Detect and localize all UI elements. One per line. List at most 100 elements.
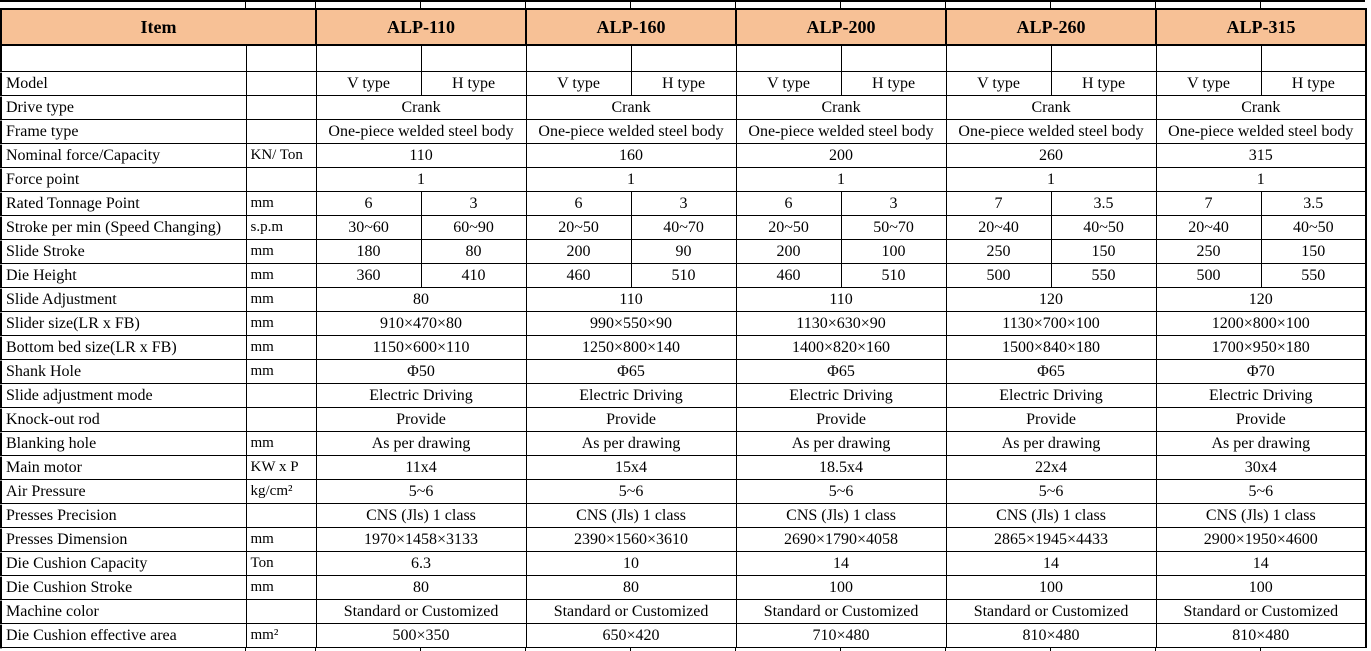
table-row: Rated Tonnage Point mm 6 3 6 3 6 3 7 3.5 7 3.5 [0,191,1367,216]
cell-value: Standard or Customized [525,599,737,624]
row-label: Drive type [0,95,247,120]
grid-tick-bottom [735,648,736,651]
row-gridline-mark [0,624,2,625]
table-row: Slide adjustment mode Electric Driving Ele… [0,383,1367,408]
cell-value: H type [1260,71,1367,96]
row-gridline-mark [0,264,2,265]
row-gridline-mark [0,96,2,97]
cell-value: 3.5 [1050,191,1157,216]
cell-value: One-piece welded steel body [1155,119,1367,144]
table-row: Shank Hole mm Φ50 Φ65 Φ65 Φ65 Φ70 [0,359,1367,384]
cell-value: V type [1155,71,1262,96]
cell-value: 100 [735,575,947,600]
empty-cell [245,44,317,72]
cell-value: 10 [525,551,737,576]
row-unit: mm² [245,623,317,648]
grid-tick-bottom [840,648,841,651]
row-gridline-mark [0,384,2,385]
cell-value: Standard or Customized [945,599,1157,624]
cell-value: 6 [735,191,842,216]
cell-value: 110 [525,287,737,312]
cell-value: 460 [735,263,842,288]
cell-value: 1970×1458×3133 [315,527,527,552]
table-row: Knock-out rod Provide Provide Provide Provid… [0,407,1367,432]
table-row: Machine color Standard or Customized Stand… [0,599,1367,624]
table-row: Slider size(LR x FB) mm 910×470×80 990×550×… [0,311,1367,336]
row-unit: Ton [245,551,317,576]
cell-value: Provide [735,407,947,432]
cell-value: CNS (Jls) 1 class [315,503,527,528]
table-row: Model V type H type V type H type V type H typ… [0,71,1367,96]
cell-value: As per drawing [315,431,527,456]
grid-tick-top [245,2,246,8]
empty-cell [0,44,247,72]
cell-value: 150 [1050,239,1157,264]
cell-value: V type [735,71,842,96]
table-row: Die Cushion Capacity Ton 6.3 10 14 14 14 [0,551,1367,576]
cell-value: 1400×820×160 [735,335,947,360]
row-unit: mm [245,191,317,216]
row-gridline-mark [0,120,2,121]
cell-value: 22x4 [945,455,1157,480]
cell-value: Φ50 [315,359,527,384]
cell-value: Electric Driving [945,383,1157,408]
cell-value: 200 [735,143,947,168]
row-unit: mm [245,431,317,456]
cell-value: 1150×600×110 [315,335,527,360]
cell-value: 14 [735,551,947,576]
grid-tick-bottom [315,648,316,651]
cell-value: 1250×800×140 [525,335,737,360]
row-label: Nominal force/Capacity [0,143,247,168]
row-label: Air Pressure [0,479,247,504]
row-gridline-mark [0,432,2,433]
row-label: Main motor [0,455,247,480]
row-unit: mm [245,359,317,384]
cell-value: 990×550×90 [525,311,737,336]
cell-value: 550 [1050,263,1157,288]
row-label: Presses Precision [0,503,247,528]
cell-value: 180 [315,239,422,264]
row-label: Knock-out rod [0,407,247,432]
cell-value: Crank [315,95,527,120]
cell-value: As per drawing [525,431,737,456]
cell-value: 60~90 [420,215,527,240]
table-row: Nominal force/Capacity KN/ Ton 110 160 200 26… [0,143,1367,168]
row-label: Slide Adjustment [0,287,247,312]
cell-value: 11x4 [315,455,527,480]
row-unit: KW x P [245,455,317,480]
cell-value: 20~50 [525,215,632,240]
cell-value: 650×420 [525,623,737,648]
cell-value: 510 [840,263,947,288]
cell-value: 2865×1945×4433 [945,527,1157,552]
grid-tick-top [840,2,841,8]
cell-value: As per drawing [735,431,947,456]
cell-value: 810×480 [1155,623,1367,648]
cell-value: 120 [1155,287,1367,312]
cell-value: Crank [735,95,947,120]
cell-value: Provide [1155,407,1367,432]
table-row: Presses Precision CNS (Jls) 1 class CNS (J… [0,503,1367,528]
cell-value: 500×350 [315,623,527,648]
row-gridline-mark [0,336,2,337]
row-unit [245,167,317,192]
cell-value: 90 [630,239,737,264]
cell-value: 3 [420,191,527,216]
row-label: Slide adjustment mode [0,383,247,408]
cell-value: 100 [945,575,1157,600]
row-label: Force point [0,167,247,192]
cell-value: Crank [1155,95,1367,120]
cell-value: 5~6 [945,479,1157,504]
cell-value: 160 [525,143,737,168]
row-label: Die Cushion Stroke [0,575,247,600]
grid-tick-bottom [1260,648,1261,651]
header-model-alp-260: ALP-260 [945,8,1158,46]
grid-tick-bottom [245,648,246,651]
row-gridline-mark [0,144,2,145]
empty-cell [1155,44,1262,72]
cell-value: 110 [735,287,947,312]
cell-value: 1 [945,167,1157,192]
row-label: Die Height [0,263,247,288]
row-gridline-mark [0,648,2,649]
cell-value: H type [630,71,737,96]
